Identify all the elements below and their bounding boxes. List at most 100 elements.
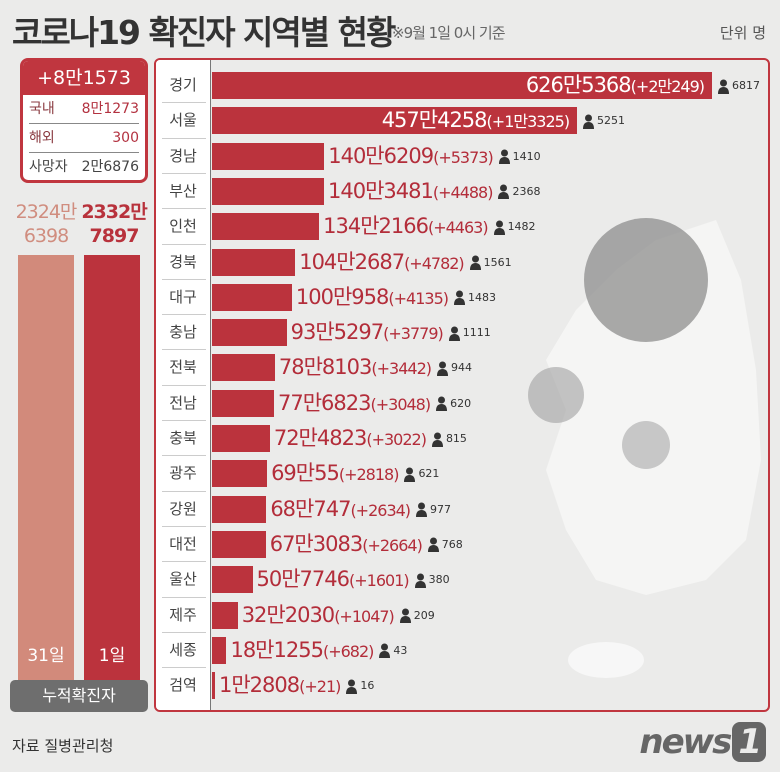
death-count: 1111 [448, 319, 491, 346]
region-bar [212, 213, 320, 241]
region-bar [212, 283, 292, 311]
row-divider [162, 420, 206, 421]
region-bar [212, 389, 274, 417]
person-icon [436, 396, 448, 412]
cumulative-value: 67만3083 [269, 531, 363, 556]
region-value: 1만2808(+21) [219, 672, 341, 699]
value-line: 2324만 [15, 201, 78, 223]
cumulative-value: 69만55 [271, 461, 340, 486]
row-divider [162, 596, 206, 598]
virus-icon [584, 218, 708, 342]
unit-label: 단위 명 [719, 24, 766, 42]
person-icon [583, 114, 595, 129]
cumulative-value: 1만2808 [219, 673, 300, 698]
region-value: 140만6209(+5373) [328, 143, 493, 170]
person-icon [427, 537, 439, 553]
region-label: 경기 [169, 76, 197, 94]
cumulative-value: 626만5368 [525, 73, 632, 97]
row-divider [162, 208, 206, 210]
death-count: 1561 [469, 249, 512, 276]
death-value: 621 [418, 467, 440, 481]
region-value: 50만7746(+1601) [257, 566, 410, 593]
cumulative-value: 104만2687 [299, 249, 405, 274]
person-icon [416, 502, 428, 518]
death-value: 1111 [462, 326, 491, 340]
cur-cumulative-value: 2332만 7897 [78, 200, 150, 248]
death-value: 944 [450, 361, 472, 375]
region-label: 경북 [169, 252, 197, 271]
daily-increase: (+2634) [350, 500, 411, 520]
region-label: 전북 [169, 358, 197, 377]
region-value: 140만3481(+4488) [328, 178, 493, 205]
daily-increase: (+4463) [427, 218, 489, 238]
row-divider [162, 667, 206, 669]
cumulative-value: 18만1255 [230, 637, 323, 662]
summary-label: 국내 [29, 101, 55, 117]
death-count: 1482 [493, 213, 536, 240]
cumulative-value: 100만958 [295, 284, 389, 309]
death-value: 1483 [467, 290, 496, 304]
region-label: 경남 [169, 146, 197, 165]
person-icon [431, 432, 443, 447]
korea-map-illustration [528, 218, 761, 678]
region-bar [212, 319, 287, 347]
region-label: 울산 [169, 570, 197, 589]
region-label: 부산 [169, 181, 197, 200]
death-value: 1410 [512, 149, 541, 163]
region-bar [212, 566, 253, 594]
death-count: 5251 [583, 107, 625, 134]
death-count: 944 [436, 354, 472, 381]
row-divider [162, 314, 206, 316]
prev-cumulative-value: 2324만 6398 [10, 200, 82, 248]
death-value: 815 [445, 432, 467, 445]
row-divider [162, 561, 206, 563]
death-count: 6817 [718, 72, 760, 99]
death-value: 16 [360, 679, 375, 693]
daily-increase: (+2818) [338, 465, 400, 485]
daily-increase: (+3442) [371, 359, 432, 379]
death-value: 43 [393, 643, 408, 657]
region-label: 세종 [169, 640, 197, 659]
person-icon [469, 255, 481, 270]
prev-day-label: 31일 [27, 646, 65, 666]
row-divider [162, 455, 206, 457]
daily-increase: (+682) [322, 641, 374, 661]
region-value: 67만3083(+2664) [269, 531, 423, 558]
death-value: 6817 [732, 79, 760, 92]
death-value: 5251 [597, 114, 626, 128]
death-count: 977 [416, 496, 451, 523]
region-value: 104만2687(+4782) [299, 249, 465, 276]
summary-label: 해외 [29, 130, 55, 146]
death-value: 209 [413, 608, 435, 622]
death-count: 2368 [498, 178, 540, 205]
region-bar [212, 495, 267, 523]
region-label: 인천 [169, 217, 197, 236]
daily-increase: (+1047) [334, 606, 395, 626]
summary-value: 300 [112, 130, 139, 146]
region-bar [212, 672, 215, 700]
region-value: 68만747(+2634) [270, 496, 411, 523]
cumulative-value: 32만2030 [241, 602, 335, 627]
cumulative-value: 93만5297 [290, 320, 384, 345]
death-value: 977 [430, 502, 452, 516]
summary-row-domestic: 국내 8만1273 [29, 95, 139, 124]
cur-day-label: 1일 [98, 646, 126, 666]
summary-value: 8만1273 [81, 101, 139, 117]
death-value: 2368 [512, 184, 541, 198]
region-value: 69만55(+2818) [271, 460, 400, 487]
daily-increase: (+4782) [404, 253, 465, 273]
region-label: 제주 [169, 605, 197, 624]
cumulative-value: 457만4258 [381, 108, 488, 133]
region-bar [212, 177, 324, 205]
death-count: 1483 [453, 284, 496, 311]
region-value: 457만4258(+1만3325) [381, 107, 570, 134]
value-line: 6398 [23, 225, 69, 247]
death-count: 380 [414, 566, 450, 593]
cumulative-value: 68만747 [270, 496, 351, 521]
death-count: 209 [399, 602, 435, 629]
daily-increase: (+3022) [366, 430, 427, 449]
row-divider [162, 490, 206, 492]
death-count: 768 [427, 531, 463, 558]
virus-icon [528, 367, 584, 423]
region-label: 대구 [169, 287, 197, 306]
